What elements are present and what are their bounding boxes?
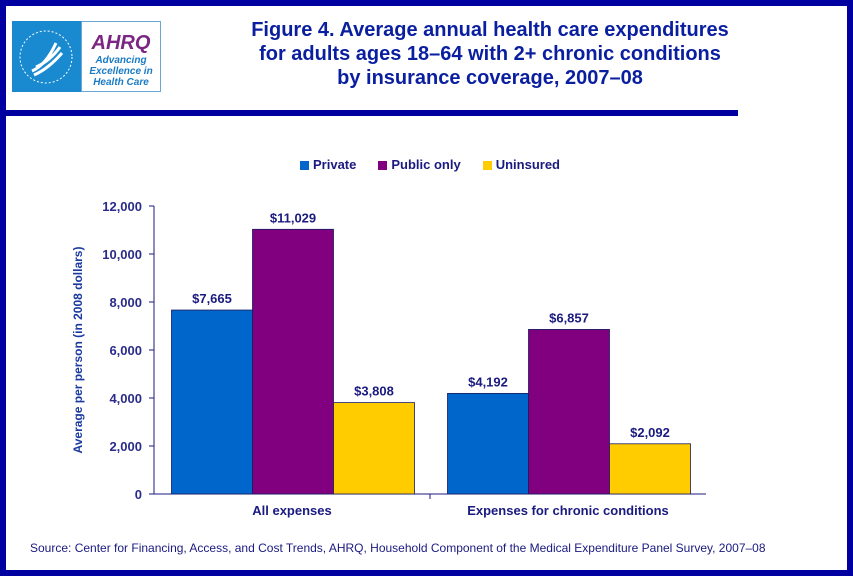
bar-private	[171, 309, 253, 495]
x-category-label: All expenses	[252, 503, 332, 518]
title-line-2: for adults ages 18–64 with 2+ chronic co…	[259, 43, 721, 65]
legend-label: Uninsured	[495, 157, 561, 172]
bar-private	[447, 392, 529, 495]
y-tick-label: 12,000	[102, 199, 142, 214]
header-divider	[0, 110, 738, 116]
bar-public-only	[252, 228, 334, 495]
legend-item-private: Private	[300, 157, 356, 172]
title-line-1: Figure 4. Average annual health care exp…	[251, 19, 729, 41]
legend: Private Public only Uninsured	[300, 157, 560, 172]
hhs-seal-icon	[12, 21, 81, 92]
data-label: $2,092	[630, 425, 670, 440]
data-label: $3,808	[354, 384, 394, 399]
legend-item-public: Public only	[378, 157, 461, 172]
y-tick-label: 4,000	[109, 391, 142, 406]
chart-title: Figure 4. Average annual health care exp…	[180, 18, 800, 90]
y-axis-label: Average per person (in 2008 dollars)	[71, 247, 85, 454]
legend-label: Private	[313, 157, 357, 172]
bar-uninsured	[609, 443, 691, 495]
ahrq-tagline-3: Health Care	[93, 77, 149, 88]
ahrq-tagline-2: Excellence in	[89, 66, 153, 77]
y-tick-label: 6,000	[109, 343, 142, 358]
data-label: $6,857	[549, 310, 589, 325]
bar-public-only	[528, 329, 610, 495]
title-line-3: by insurance coverage, 2007–08	[337, 67, 643, 89]
y-tick-label: 0	[135, 487, 142, 502]
data-label: $7,665	[192, 291, 232, 306]
source-note: Source: Center for Financing, Access, an…	[30, 541, 766, 555]
y-tick-label: 2,000	[109, 439, 142, 454]
legend-label: Public only	[391, 157, 461, 172]
y-tick-label: 10,000	[102, 247, 142, 262]
bar-uninsured	[333, 402, 415, 495]
data-label: $4,192	[468, 374, 508, 389]
y-tick-label: 8,000	[109, 295, 142, 310]
legend-item-uninsured: Uninsured	[482, 157, 561, 172]
ahrq-logo: AHRQ Advancing Excellence in Health Care	[12, 21, 162, 92]
ahrq-tagline-1: Advancing	[95, 55, 147, 66]
data-label: $11,029	[270, 210, 316, 225]
ahrq-brand: AHRQ	[91, 32, 151, 54]
x-category-label: Expenses for chronic conditions	[467, 503, 669, 518]
